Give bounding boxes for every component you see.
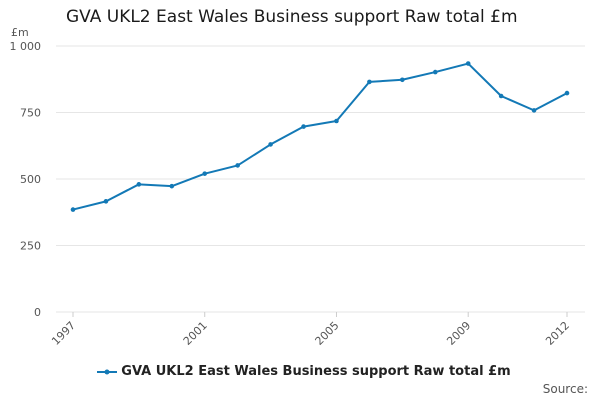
data-point[interactable] bbox=[432, 69, 438, 75]
data-point[interactable] bbox=[268, 142, 273, 147]
x-tick-label: 2001 bbox=[181, 319, 210, 348]
axes: 0 250 500 750 1 000 1997 2001 2005 2009 2012 bbox=[10, 40, 573, 348]
series-layer bbox=[70, 61, 570, 212]
series-line bbox=[72, 62, 568, 211]
data-point[interactable] bbox=[531, 108, 537, 113]
y-tick-label: 1 000 bbox=[10, 40, 42, 53]
x-tick-label: 2009 bbox=[444, 319, 473, 348]
data-point[interactable] bbox=[400, 77, 405, 83]
legend: GVA UKL2 East Wales Business support Raw… bbox=[0, 364, 600, 379]
data-point[interactable] bbox=[70, 207, 76, 212]
y-tick-label: 500 bbox=[20, 173, 41, 186]
data-point[interactable] bbox=[564, 90, 570, 96]
chart-title: GVA UKL2 East Wales Business support Raw… bbox=[66, 7, 518, 27]
y-tick-label: 0 bbox=[34, 306, 41, 319]
x-tick-label: 1997 bbox=[49, 319, 78, 348]
data-point[interactable] bbox=[169, 183, 175, 189]
legend-item[interactable]: GVA UKL2 East Wales Business support Raw… bbox=[89, 364, 511, 379]
source-label: Source: bbox=[542, 382, 588, 396]
y-tick-label: 250 bbox=[20, 240, 41, 253]
data-point[interactable] bbox=[103, 199, 109, 204]
gridlines bbox=[56, 45, 585, 313]
data-point[interactable] bbox=[301, 124, 306, 129]
data-point[interactable] bbox=[136, 182, 142, 187]
y-tick-label: 750 bbox=[20, 107, 41, 120]
x-tick-label: 2005 bbox=[313, 319, 342, 348]
data-point[interactable] bbox=[202, 171, 208, 176]
data-point[interactable] bbox=[235, 163, 240, 168]
data-point[interactable] bbox=[367, 79, 372, 85]
x-tick-label: 2012 bbox=[543, 319, 572, 348]
legend-swatch-icon bbox=[97, 369, 118, 374]
data-point[interactable] bbox=[465, 61, 471, 66]
data-point[interactable] bbox=[498, 93, 504, 99]
legend-label: GVA UKL2 East Wales Business support Raw… bbox=[121, 364, 511, 379]
data-point[interactable] bbox=[334, 118, 339, 124]
y-axis-unit-label: £m bbox=[11, 26, 29, 39]
